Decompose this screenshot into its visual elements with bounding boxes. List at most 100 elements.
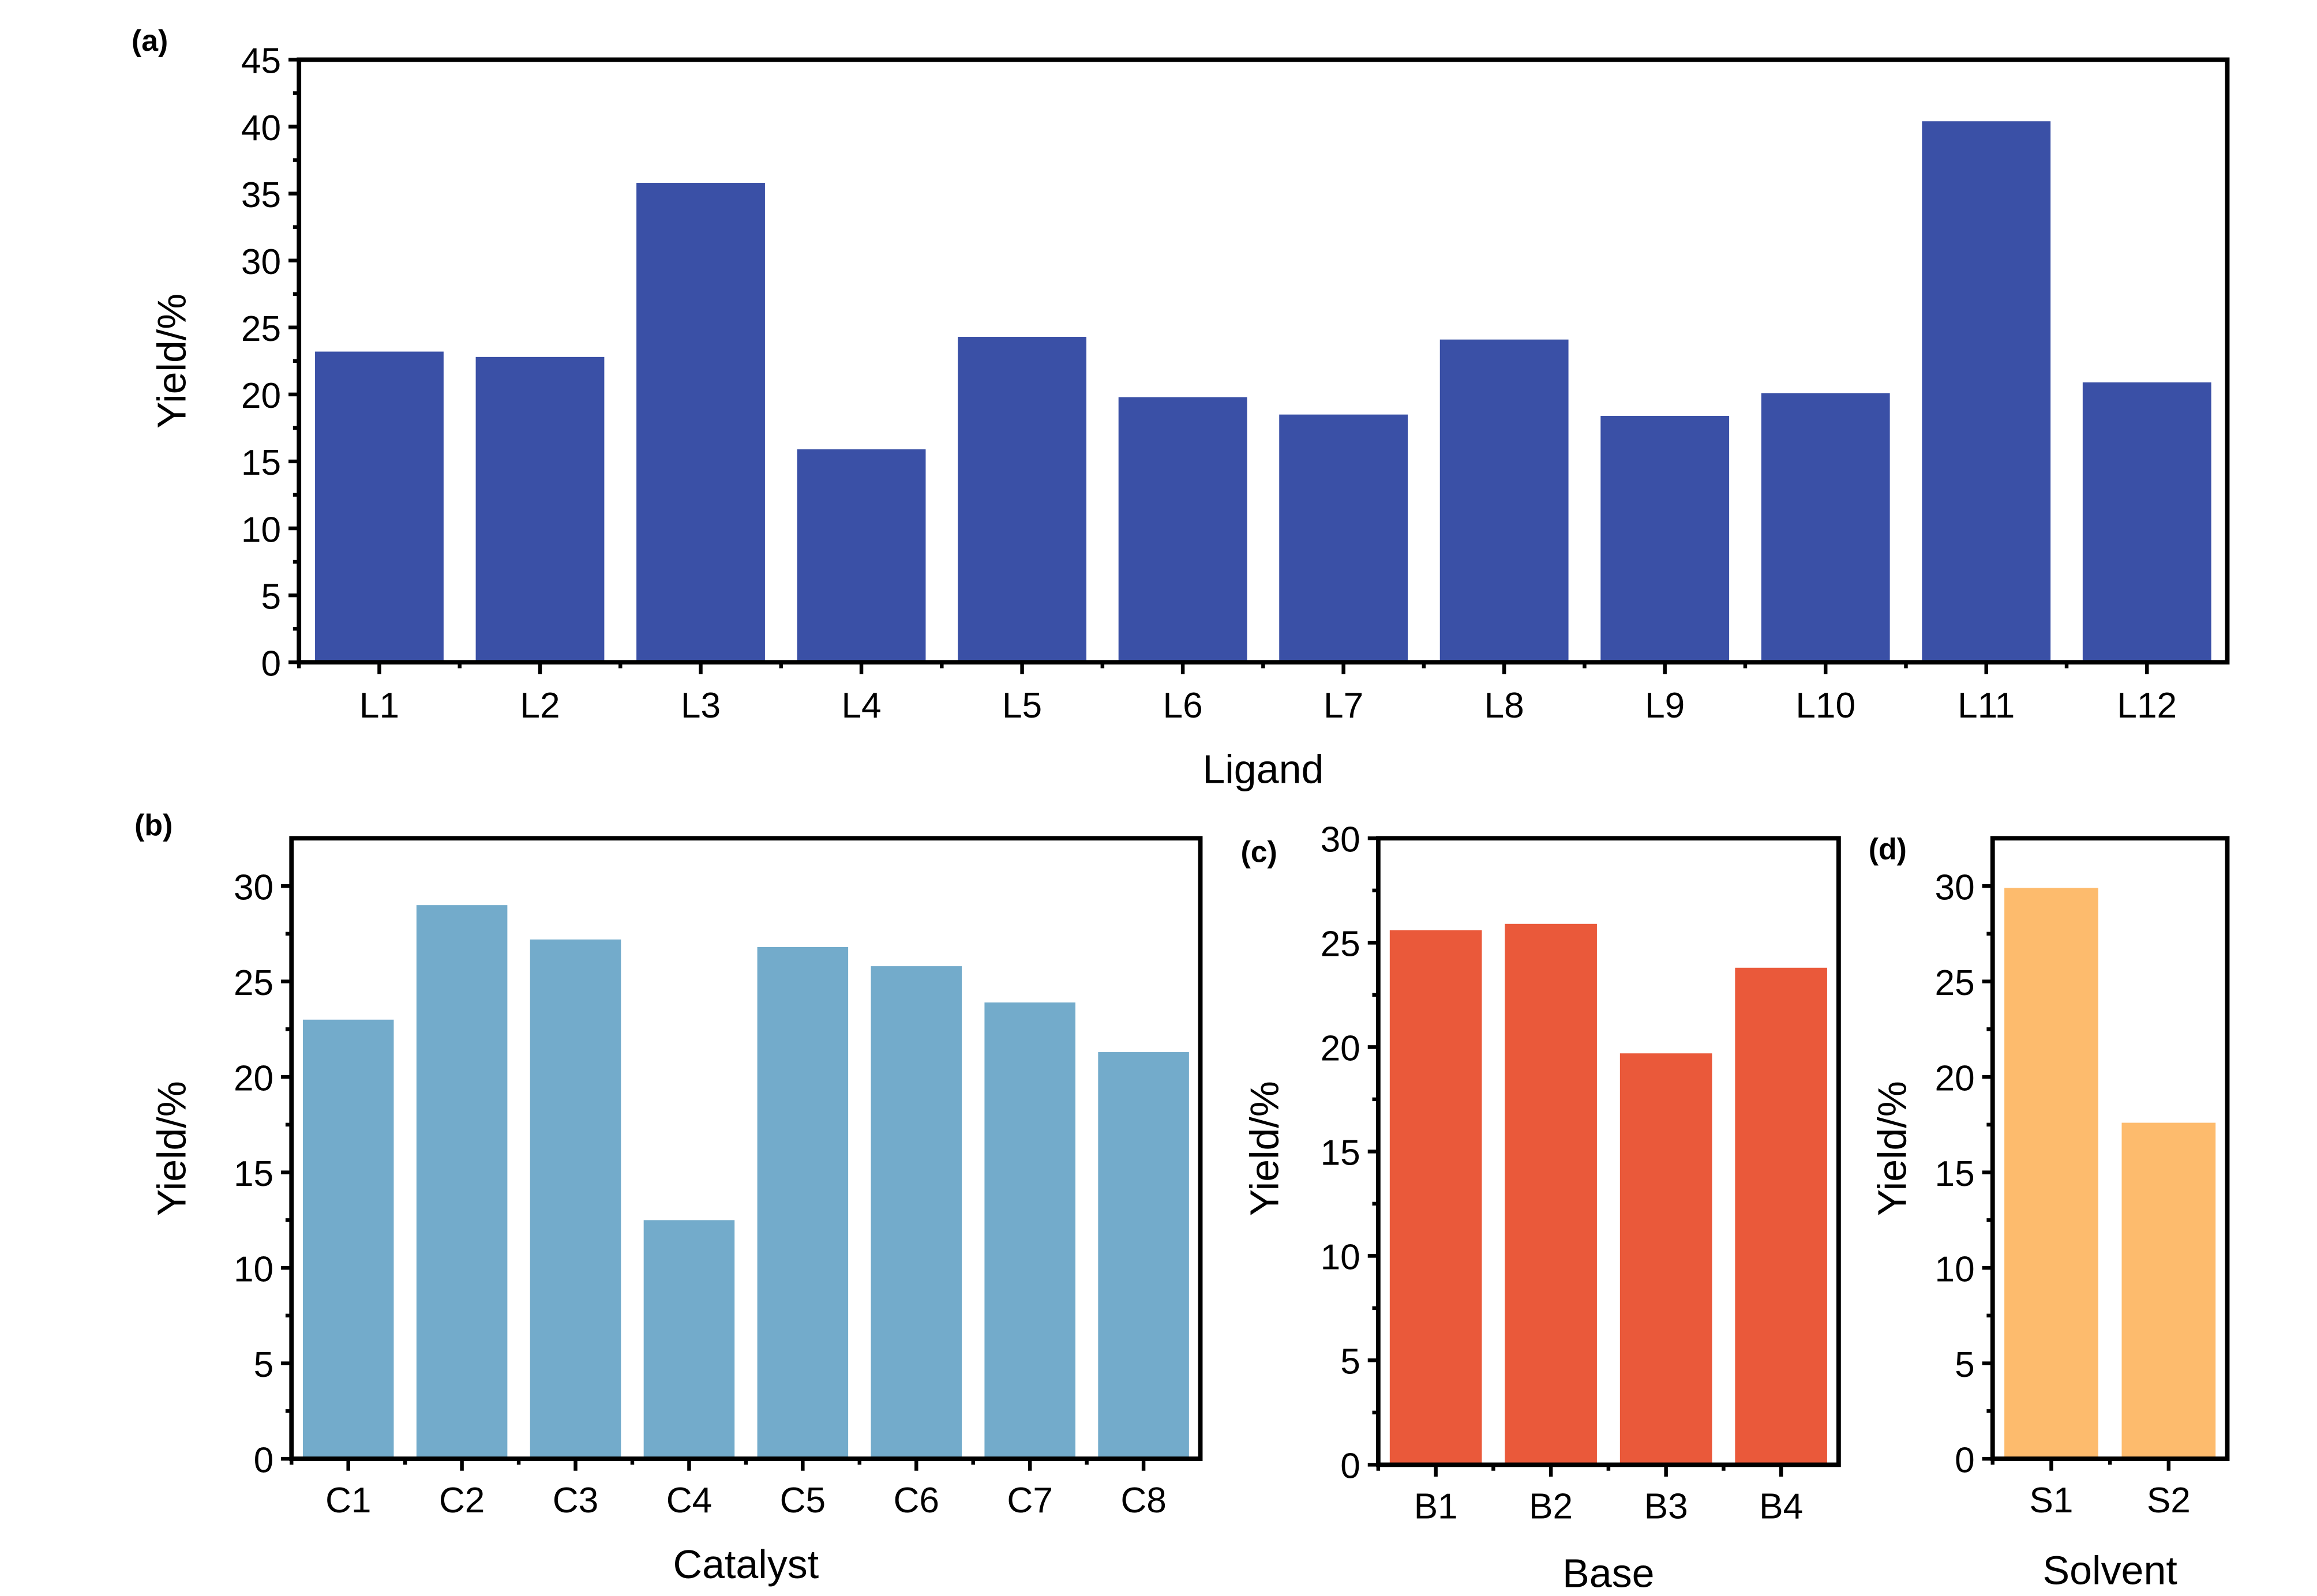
bar-c5 <box>757 947 849 1459</box>
bar-c6 <box>871 966 962 1459</box>
y-tick-label: 15 <box>1321 1133 1360 1173</box>
bar-l1 <box>315 351 444 663</box>
bar-c1 <box>302 1019 394 1459</box>
x-tick-label: C1 <box>325 1481 371 1520</box>
y-tick-label: 10 <box>234 1249 273 1289</box>
y-tick-label: 25 <box>1935 963 1975 1003</box>
y-tick-label: 25 <box>234 963 273 1003</box>
y-tick-label: 5 <box>261 577 282 617</box>
bar-l7 <box>1279 414 1408 663</box>
y-axis-title: Yield/% <box>1242 1081 1287 1216</box>
y-tick-label: 25 <box>241 309 281 349</box>
x-axis-title: Catalyst <box>673 1542 819 1587</box>
y-tick-label: 0 <box>1955 1440 1975 1480</box>
bar-c7 <box>984 1002 1075 1459</box>
y-tick-label: 20 <box>1935 1058 1975 1098</box>
x-tick-label: C2 <box>439 1481 485 1520</box>
bar-c8 <box>1098 1052 1189 1459</box>
bar-b2 <box>1505 923 1597 1465</box>
bar-l10 <box>1761 393 1890 663</box>
y-tick-label: 5 <box>1340 1342 1360 1382</box>
y-tick-label: 15 <box>1935 1154 1975 1194</box>
bar-l12 <box>2082 382 2211 663</box>
bar-l3 <box>636 183 765 663</box>
y-tick-label: 15 <box>234 1154 273 1194</box>
x-tick-label: L3 <box>681 686 721 726</box>
x-axis-title: Base <box>1562 1551 1654 1596</box>
y-tick-label: 0 <box>1340 1447 1360 1486</box>
x-tick-label: L4 <box>841 686 881 726</box>
x-tick-label: C6 <box>894 1481 939 1520</box>
y-axis-title: Yield/% <box>1869 1081 1914 1216</box>
panel-c-base-chart: (c) 0 5 10 15 20 25 30 B1 B2 B3 B4 Base Yield/% <box>1241 820 1841 1596</box>
x-tick-label: C5 <box>780 1481 826 1520</box>
panel-label: (b) <box>134 808 173 842</box>
bar-l11 <box>1922 121 2051 663</box>
panel-b-catalyst-chart: (b) 0 5 10 15 20 25 30 C1 C2 C3 C4 C5 C6 C7 C8 Catalyst Y… <box>134 808 1203 1587</box>
x-tick-label: S2 <box>2147 1481 2191 1520</box>
bar-b3 <box>1619 1053 1712 1465</box>
y-tick-label: 20 <box>241 376 281 416</box>
x-tick-label: L10 <box>1795 686 1855 726</box>
bar-b1 <box>1389 930 1482 1465</box>
y-tick-label: 5 <box>254 1345 274 1385</box>
bar-c4 <box>643 1220 735 1459</box>
bar-c2 <box>416 905 508 1459</box>
x-tick-label: L5 <box>1002 686 1042 726</box>
panel-label: (a) <box>132 24 168 57</box>
x-tick-label: L12 <box>2117 686 2177 726</box>
panel-a-ligand-chart: (a) 0 5 10 15 20 25 30 35 40 45 L1 L2 L3 L4 L5 L6 L7 L8 L9 L… <box>132 24 2230 792</box>
bar-c3 <box>530 939 621 1459</box>
y-tick-label: 35 <box>241 175 281 215</box>
x-tick-label: C4 <box>666 1481 712 1520</box>
x-tick-label: C7 <box>1007 1481 1052 1520</box>
plot-frame <box>289 836 1203 1461</box>
x-tick-label: B1 <box>1414 1487 1458 1527</box>
bar-b4 <box>1735 967 1827 1465</box>
y-tick-label: 10 <box>241 510 281 550</box>
y-tick-label: 10 <box>1935 1249 1975 1289</box>
x-tick-label: L9 <box>1645 686 1685 726</box>
y-tick-label: 10 <box>1321 1238 1360 1278</box>
bar-l9 <box>1600 415 1730 663</box>
x-tick-label: B3 <box>1644 1487 1688 1527</box>
y-axis-title: Yield/% <box>149 294 194 429</box>
bar-l4 <box>797 449 926 663</box>
bar-l2 <box>475 356 605 663</box>
bar-l5 <box>958 337 1086 663</box>
x-tick-label: L11 <box>1958 686 2015 726</box>
x-tick-label: L8 <box>1484 686 1524 726</box>
y-axis-title: Yield/% <box>149 1081 194 1216</box>
plot-frame <box>1990 836 2230 1461</box>
y-tick-label: 40 <box>241 108 281 148</box>
x-tick-label: C8 <box>1120 1481 1166 1520</box>
x-tick-label: L1 <box>359 686 399 726</box>
x-axis-title: Solvent <box>2042 1548 2177 1593</box>
y-tick-label: 45 <box>241 42 281 81</box>
y-tick-label: 25 <box>1321 925 1360 964</box>
panel-label: (d) <box>1869 832 1907 866</box>
x-tick-label: L7 <box>1324 686 1363 726</box>
y-tick-label: 15 <box>241 443 281 483</box>
x-tick-label: S1 <box>2029 1481 2073 1520</box>
y-tick-label: 30 <box>234 868 273 907</box>
x-tick-label: L2 <box>520 686 560 726</box>
x-axis-title: Ligand <box>1202 747 1324 792</box>
y-tick-label: 30 <box>1935 868 1975 907</box>
panel-d-solvent-chart: (d) 0 5 10 15 20 25 30 S1 S2 Solvent Yield/% <box>1869 832 2230 1593</box>
x-tick-label: B4 <box>1759 1487 1803 1527</box>
panel-label: (c) <box>1241 835 1277 869</box>
y-tick-label: 20 <box>1321 1029 1360 1069</box>
x-tick-label: B2 <box>1529 1487 1573 1527</box>
bar-l8 <box>1439 339 1569 663</box>
y-tick-label: 20 <box>234 1058 273 1098</box>
bar-s1 <box>2004 888 2098 1459</box>
y-tick-label: 0 <box>261 644 282 684</box>
bar-l6 <box>1118 397 1247 663</box>
x-tick-label: L6 <box>1163 686 1203 726</box>
x-tick-label: C3 <box>553 1481 598 1520</box>
bar-s2 <box>2121 1122 2216 1459</box>
y-tick-label: 30 <box>1321 820 1360 860</box>
y-tick-label: 30 <box>241 242 281 282</box>
